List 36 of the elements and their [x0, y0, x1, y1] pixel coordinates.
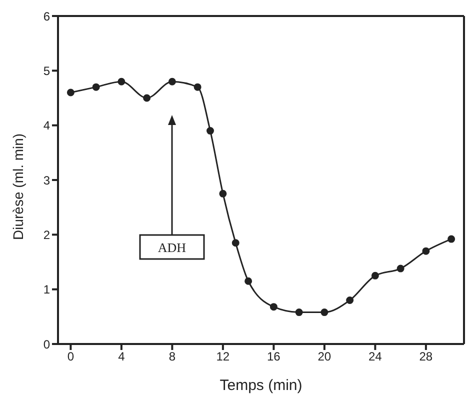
- x-tick-label: 12: [216, 350, 230, 364]
- point: [143, 94, 151, 102]
- point: [396, 264, 404, 272]
- annotation: ADH: [158, 240, 186, 255]
- point: [244, 277, 252, 285]
- x-tick-label: 8: [168, 350, 176, 364]
- x-axis-title: Temps (min): [220, 377, 302, 394]
- x-tick-label: 24: [368, 350, 382, 364]
- y-tick-label: 4: [43, 118, 50, 133]
- y-tick-label: 0: [43, 337, 50, 352]
- y-tick-label: 5: [43, 64, 50, 78]
- x-tick-label: 4: [118, 350, 126, 364]
- y-tick-label: 1: [43, 282, 50, 297]
- point: [422, 247, 430, 255]
- point: [194, 83, 202, 91]
- x-tick-label: 0: [67, 350, 74, 364]
- point: [232, 239, 240, 247]
- point: [92, 83, 100, 91]
- point: [219, 190, 227, 198]
- point: [320, 308, 328, 316]
- x-tick-label: 20: [318, 350, 332, 364]
- point: [346, 296, 354, 304]
- point: [206, 127, 214, 135]
- x-tick-label: 16: [267, 350, 281, 364]
- y-axis-title: Diurèse (ml. min): [10, 133, 26, 240]
- point: [118, 78, 126, 86]
- x-tick-label: 28: [419, 350, 433, 364]
- y-tick-label: 6: [43, 9, 50, 24]
- point: [371, 272, 379, 280]
- point: [168, 78, 176, 86]
- point: [448, 235, 456, 243]
- point: [270, 303, 278, 311]
- y-tick-label: 3: [43, 173, 50, 188]
- y-tick-label: 2: [43, 228, 50, 242]
- point: [66, 88, 74, 96]
- point: [295, 308, 303, 316]
